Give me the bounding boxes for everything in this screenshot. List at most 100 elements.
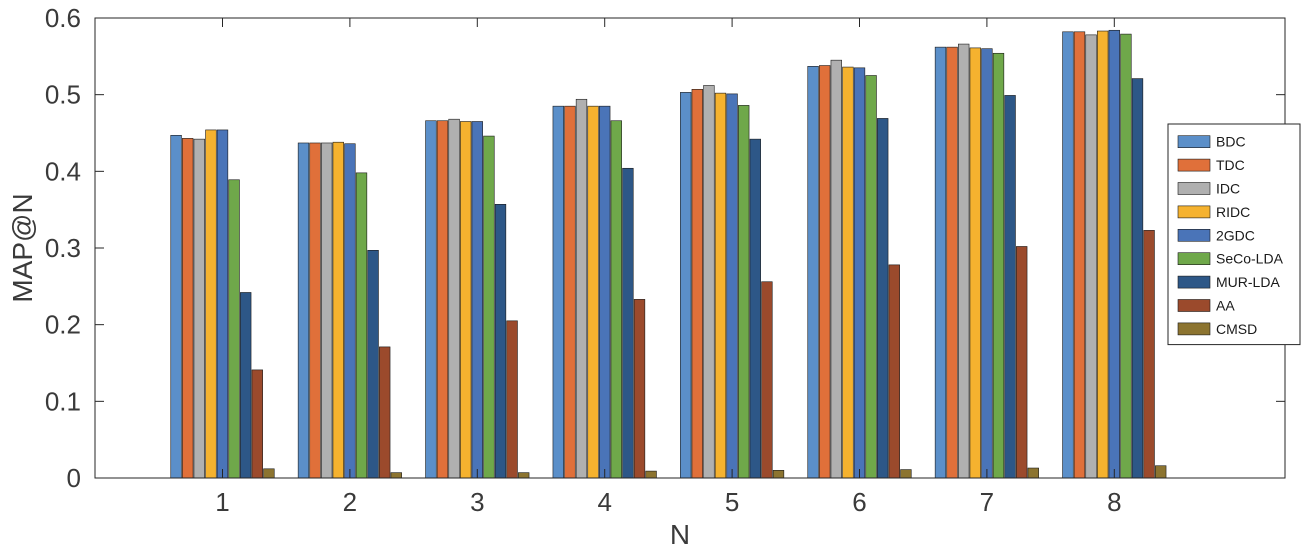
bar-bdc-n4	[552, 105, 564, 479]
bar-seco-lda-n3	[483, 135, 495, 479]
bar-aa-n1	[251, 369, 263, 479]
legend-label-tdc: TDC	[1216, 157, 1245, 173]
bar-mur-lda-n6	[877, 118, 889, 479]
legend-label-mur-lda: MUR-LDA	[1216, 274, 1280, 290]
bar-2gdc-n2	[344, 143, 356, 479]
bar-ridc-n6	[842, 66, 854, 479]
y-tick-label: 0	[67, 463, 81, 493]
legend-label-cmsd: CMSD	[1216, 321, 1257, 337]
bar-seco-lda-n5	[738, 105, 750, 479]
bar-idc-n6	[830, 59, 842, 479]
bar-ridc-n2	[332, 141, 344, 479]
x-tick-label: 4	[597, 487, 611, 517]
bar-ridc-n4	[587, 105, 599, 479]
legend-swatch-2gdc	[1177, 229, 1211, 242]
bar-aa-n4	[633, 299, 646, 479]
y-tick-label: 0.3	[45, 233, 81, 263]
bar-mur-lda-n8	[1131, 78, 1144, 479]
bar-bdc-n6	[807, 66, 819, 479]
x-tick-label: 8	[1107, 487, 1121, 517]
bar-cmsd-n2	[390, 472, 402, 479]
bar-cmsd-n1	[263, 468, 275, 479]
bar-idc-n1	[193, 138, 205, 479]
bar-ridc-n5	[714, 92, 727, 479]
legend-swatch-cmsd	[1177, 322, 1211, 336]
bar-2gdc-n7	[981, 48, 993, 479]
legend-label-aa: AA	[1216, 298, 1235, 314]
x-tick-label: 6	[852, 487, 866, 517]
bar-mur-lda-n2	[367, 250, 379, 479]
bar-idc-n8	[1085, 34, 1097, 479]
y-axis-title: MAP@N	[7, 193, 38, 302]
bar-bdc-n1	[170, 135, 182, 479]
bar-tdc-n6	[819, 65, 831, 479]
bar-ridc-n1	[205, 129, 217, 479]
x-tick-label: 3	[470, 487, 484, 517]
bar-aa-n7	[1016, 246, 1028, 479]
bar-cmsd-n8	[1155, 465, 1167, 479]
bar-aa-n5	[761, 281, 773, 479]
bar-tdc-n2	[309, 142, 321, 479]
bar-tdc-n8	[1073, 31, 1086, 479]
x-tick-label: 7	[980, 487, 994, 517]
bar-tdc-n3	[436, 120, 449, 479]
bar-tdc-n7	[946, 46, 958, 479]
bar-idc-n4	[575, 98, 588, 479]
legend-label-seco-lda: SeCo-LDA	[1216, 251, 1284, 267]
legend-swatch-seco-lda	[1177, 252, 1211, 265]
legend-label-bdc: BDC	[1216, 134, 1246, 150]
bar-bdc-n2	[297, 142, 310, 479]
x-tick-label: 1	[215, 487, 229, 517]
bar-tdc-n1	[182, 138, 194, 479]
legend: BDC TDC IDC RIDC 2GDC SeCo-LDA MUR-LDA AA CMSD	[1167, 123, 1301, 346]
legend-swatch-mur-lda	[1177, 275, 1211, 289]
legend-swatch-bdc	[1177, 135, 1211, 148]
bar-seco-lda-n1	[228, 179, 240, 479]
legend-swatch-aa	[1177, 299, 1211, 312]
legend-swatch-idc	[1177, 182, 1211, 195]
bar-cmsd-n4	[645, 470, 657, 479]
bar-bdc-n8	[1062, 31, 1074, 479]
bar-2gdc-n1	[216, 129, 229, 479]
y-tick-label: 0.6	[45, 3, 81, 33]
bar-ridc-n3	[460, 121, 472, 479]
bar-2gdc-n5	[726, 93, 738, 479]
x-tick-label: 2	[343, 487, 357, 517]
legend-swatch-ridc	[1177, 205, 1211, 219]
bar-idc-n5	[703, 85, 715, 479]
bar-aa-n8	[1143, 230, 1155, 479]
bar-mur-lda-n5	[749, 138, 761, 479]
bar-aa-n6	[888, 264, 900, 479]
bar-idc-n7	[958, 43, 970, 479]
bar-2gdc-n6	[853, 67, 866, 479]
y-tick-label: 0.2	[45, 310, 81, 340]
bars-layer	[170, 29, 1167, 479]
legend-swatch-tdc	[1177, 158, 1211, 172]
legend-label-idc: IDC	[1216, 181, 1240, 197]
bar-2gdc-n4	[599, 105, 611, 479]
bar-mur-lda-n3	[494, 204, 507, 479]
bar-cmsd-n5	[772, 470, 785, 479]
bar-cmsd-n6	[900, 469, 912, 479]
bar-seco-lda-n7	[992, 52, 1005, 479]
bar-cmsd-n7	[1027, 467, 1039, 479]
bar-idc-n2	[321, 142, 333, 479]
bar-aa-n2	[379, 346, 391, 479]
bar-idc-n3	[448, 118, 460, 479]
bar-seco-lda-n8	[1120, 33, 1132, 479]
axes-layer: 0 0.1 0.2 0.3 0.4 0.5 0.6 1 2 3 4 5 6 7 8	[45, 3, 1286, 517]
bar-seco-lda-n4	[610, 120, 622, 479]
bar-seco-lda-n6	[865, 75, 877, 479]
bar-seco-lda-n2	[355, 172, 368, 479]
bar-bdc-n5	[680, 92, 692, 479]
x-tick-label: 5	[725, 487, 739, 517]
bar-bdc-n3	[425, 120, 437, 479]
y-tick-label: 0.4	[45, 156, 81, 186]
bar-mur-lda-n1	[240, 292, 252, 479]
bar-aa-n3	[506, 320, 518, 479]
legend-label-2gdc: 2GDC	[1216, 227, 1255, 243]
bar-cmsd-n3	[518, 472, 530, 479]
legend-label-ridc: RIDC	[1216, 204, 1250, 220]
bar-2gdc-n3	[471, 121, 483, 479]
y-tick-label: 0.1	[45, 386, 81, 416]
